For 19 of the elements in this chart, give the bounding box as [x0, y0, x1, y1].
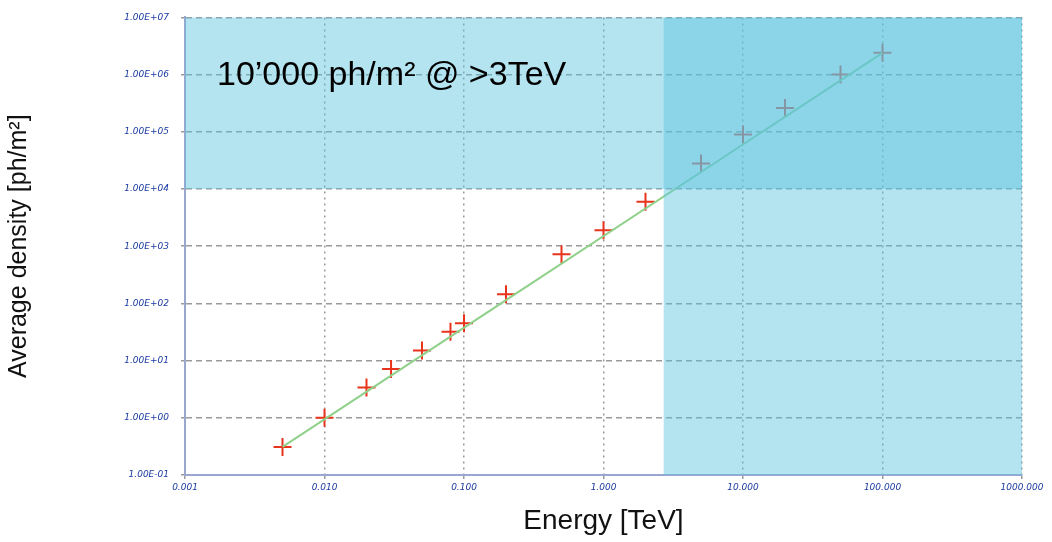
y-tick-label: 1.00E+05 — [124, 126, 170, 137]
x-tick-label: 1.000 — [590, 481, 617, 492]
y-tick-label: 1.00E+04 — [124, 183, 170, 194]
x-tick-label: 0.010 — [311, 481, 338, 492]
y-tick-label: 1.00E+06 — [124, 68, 170, 79]
band-label: 10’000 ph/m² @ >3TeV — [217, 53, 567, 92]
x-tick-label: 0.100 — [451, 481, 478, 492]
x-tick-label: 1000.000 — [1000, 481, 1044, 492]
y-tick-label: 1.00E+03 — [124, 240, 170, 251]
x-tick-label: 10.000 — [727, 481, 760, 492]
x-axis-title: Energy [TeV] — [523, 503, 684, 535]
y-tick-label: 1.00E+00 — [124, 412, 170, 423]
x-tick-label: 100.000 — [863, 481, 902, 492]
y-tick-label: 1.00E+07 — [124, 11, 170, 22]
y-tick-label: 1.00E+02 — [124, 297, 170, 308]
y-tick-label: 1.00E-01 — [128, 469, 169, 480]
y-axis-title: Average density [ph/m²] — [2, 114, 31, 378]
x-tick-label: 0.001 — [172, 481, 198, 492]
y-tick-label: 1.00E+01 — [124, 354, 169, 365]
